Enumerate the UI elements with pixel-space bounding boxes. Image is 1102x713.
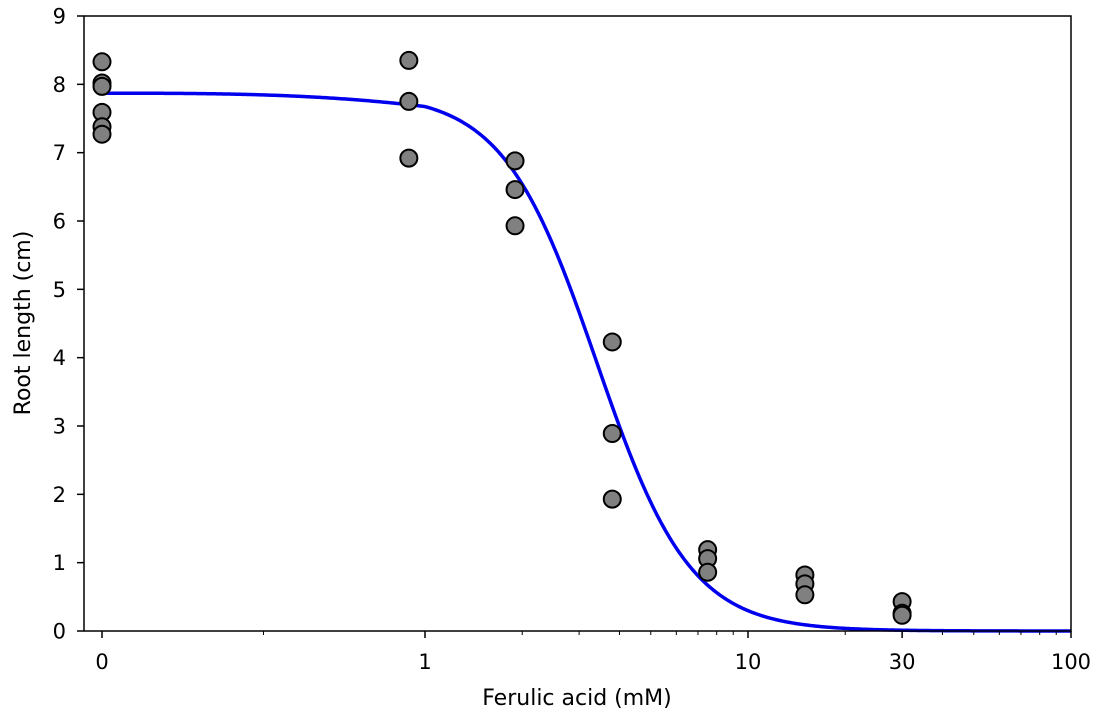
data-point xyxy=(505,151,525,171)
x-tick-label: 100 xyxy=(1051,650,1091,674)
y-tick-label: 5 xyxy=(53,278,66,302)
y-tick-label: 9 xyxy=(53,5,66,29)
data-point xyxy=(892,605,912,625)
y-tick-label: 2 xyxy=(53,483,66,507)
y-axis-ticks: 0 1 2 3 4 5 6 7 8 9 xyxy=(53,5,84,644)
x-axis-title: Ferulic acid (mM) xyxy=(482,686,672,711)
y-tick-label: 6 xyxy=(53,210,66,234)
data-point xyxy=(602,489,622,509)
data-point xyxy=(92,52,112,72)
data-point xyxy=(92,76,112,96)
data-point xyxy=(399,148,419,168)
x-tick-label: 1 xyxy=(418,650,431,674)
y-tick-label: 3 xyxy=(53,415,66,439)
data-point xyxy=(92,124,112,144)
fit-curve-layer xyxy=(102,91,1071,633)
data-point xyxy=(602,424,622,444)
data-point xyxy=(602,332,622,352)
y-tick-label: 8 xyxy=(53,73,66,97)
y-axis-title: Root length (cm) xyxy=(11,231,36,416)
x-tick-label: 0 xyxy=(95,650,108,674)
y-tick-label: 0 xyxy=(53,620,66,644)
y-tick-label: 4 xyxy=(53,346,66,370)
y-tick-label: 7 xyxy=(53,141,66,165)
data-points-layer xyxy=(92,50,912,625)
data-point xyxy=(399,50,419,70)
data-point xyxy=(795,585,815,605)
x-axis-ticks: 0 1 10 30 100 xyxy=(95,631,1091,674)
data-point xyxy=(698,562,718,582)
plot-frame xyxy=(83,15,1072,632)
data-point xyxy=(505,180,525,200)
data-point xyxy=(505,216,525,236)
data-point xyxy=(399,91,419,111)
y-tick-label: 1 xyxy=(53,551,66,575)
x-tick-label: 30 xyxy=(889,650,916,674)
fit-curve xyxy=(102,91,1071,633)
x-tick-label: 10 xyxy=(735,650,762,674)
